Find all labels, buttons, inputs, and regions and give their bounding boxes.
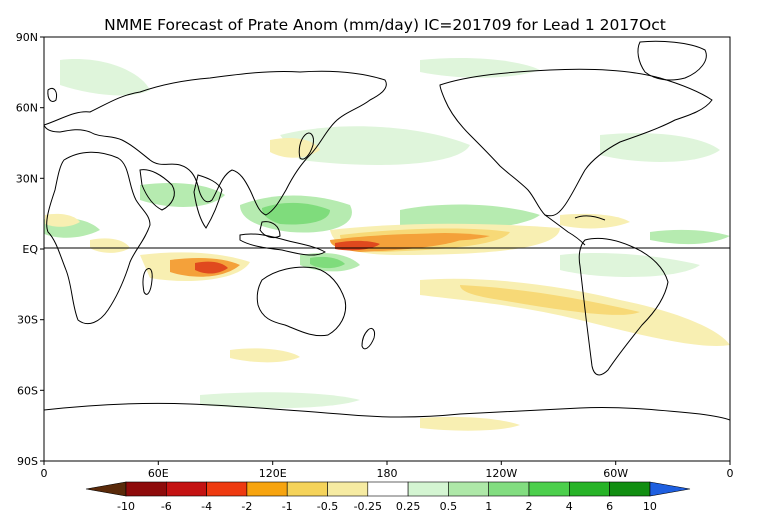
anomaly-patch — [195, 261, 228, 274]
anomaly-patch — [45, 213, 80, 227]
colorbar-box — [206, 481, 248, 497]
coastline-australia — [256, 266, 347, 337]
map-title: NMME Forecast of Prate Anom (mm/day) IC=… — [104, 16, 666, 34]
colorbar-label: 6 — [606, 500, 613, 513]
coastline-south-america — [578, 237, 669, 376]
lon-label: 180 — [377, 467, 398, 480]
colorbar-label: 10 — [643, 500, 657, 513]
colorbar-boxes — [125, 481, 651, 497]
coastline-caribbean — [574, 215, 606, 221]
coastline-japan — [298, 132, 314, 160]
anomaly-patch — [400, 204, 540, 229]
coastline-greenland — [637, 40, 707, 81]
colorbar-box — [125, 481, 167, 497]
colorbar-left-arrow — [85, 481, 127, 497]
coastline-central-america — [544, 214, 586, 246]
lon-label: 0 — [727, 467, 734, 480]
colorbar-label: -10 — [117, 500, 135, 513]
colorbar-label: 0.5 — [440, 500, 458, 513]
lat-label: 30N — [16, 172, 38, 185]
lat-label: EQ — [22, 243, 38, 256]
lon-ticks — [43, 461, 731, 465]
lon-label: 120W — [485, 467, 517, 480]
anomaly-patch — [310, 256, 345, 269]
colorbar-label: 2 — [526, 500, 533, 513]
coastline-borneo — [259, 221, 281, 239]
anomaly-patch — [270, 138, 320, 158]
anomaly-patch — [560, 213, 630, 229]
anomaly-patch — [230, 348, 300, 363]
colorbar-box — [246, 481, 288, 497]
colorbar-box — [407, 481, 449, 497]
colorbar-box — [166, 481, 207, 497]
colorbar-label: 0.25 — [396, 500, 421, 513]
colorbar-label: -1 — [282, 500, 293, 513]
lon-labels: 0 60E 120E 180 120W 60W 0 — [41, 467, 734, 480]
colorbar-box — [609, 481, 651, 497]
coastlines — [44, 40, 730, 421]
anomaly-patch — [140, 183, 225, 207]
coastline-new-zealand — [361, 327, 375, 350]
colorbar-box — [488, 481, 530, 497]
anomaly-shading — [44, 58, 730, 431]
anomaly-patch — [600, 133, 720, 162]
lat-labels: 90N 60N 30N EQ 30S 60S 90S — [16, 31, 39, 468]
lon-label: 60W — [603, 467, 628, 480]
colorbar: -10 -6 -4 -2 -1 -0.5 -0.25 0.25 0.5 1 2 … — [85, 481, 691, 513]
anomaly-patch — [560, 253, 700, 277]
anomaly-patch — [200, 392, 360, 409]
colorbar-label: -4 — [201, 500, 212, 513]
lat-label: 30S — [17, 314, 38, 327]
colorbar-label: 4 — [566, 500, 573, 513]
colorbar-label: -2 — [241, 500, 252, 513]
colorbar-box — [367, 481, 409, 497]
anomaly-patch — [60, 59, 150, 96]
anomaly-patch — [460, 285, 640, 315]
colorbar-label: -0.5 — [317, 500, 338, 513]
colorbar-labels: -10 -6 -4 -2 -1 -0.5 -0.25 0.25 0.5 1 2 … — [117, 500, 657, 513]
colorbar-right-arrow — [649, 481, 691, 497]
coastline-uk — [47, 87, 57, 103]
anomaly-patch — [650, 229, 730, 245]
coastline-madagascar — [142, 267, 153, 295]
anomaly-patch — [90, 238, 130, 253]
lon-label: 0 — [41, 467, 48, 480]
coastline-africa — [46, 151, 151, 325]
coastline-arabia — [139, 169, 175, 211]
colorbar-box — [327, 481, 369, 497]
colorbar-box — [528, 481, 570, 497]
anomaly-patch — [420, 58, 540, 78]
coastline-sea-islands — [239, 233, 326, 256]
anomaly-patch — [262, 202, 330, 225]
lon-label: 60E — [148, 467, 169, 480]
anomaly-patch — [280, 126, 470, 165]
coastline-north-america — [439, 68, 713, 217]
anomaly-patch — [420, 416, 520, 431]
lat-ticks — [40, 36, 44, 462]
colorbar-label: 1 — [485, 500, 492, 513]
coastline-india — [193, 174, 223, 229]
coastline-eurasia — [44, 70, 387, 216]
colorbar-box — [568, 481, 610, 497]
lon-label: 120E — [259, 467, 287, 480]
anomaly-patch — [400, 233, 490, 242]
precip-anomaly-map: 90N 60N 30N EQ 30S 60S 90S 0 60E 120E 18… — [16, 31, 734, 480]
colorbar-label: -0.25 — [354, 500, 382, 513]
lat-label: 60S — [17, 384, 38, 397]
lat-label: 90N — [16, 31, 38, 44]
colorbar-box — [286, 481, 328, 497]
colorbar-label: -6 — [161, 500, 172, 513]
lat-label: 60N — [16, 102, 38, 115]
coastline-antarctica — [44, 402, 730, 421]
lat-label: 90S — [17, 455, 38, 468]
colorbar-box — [448, 481, 489, 497]
